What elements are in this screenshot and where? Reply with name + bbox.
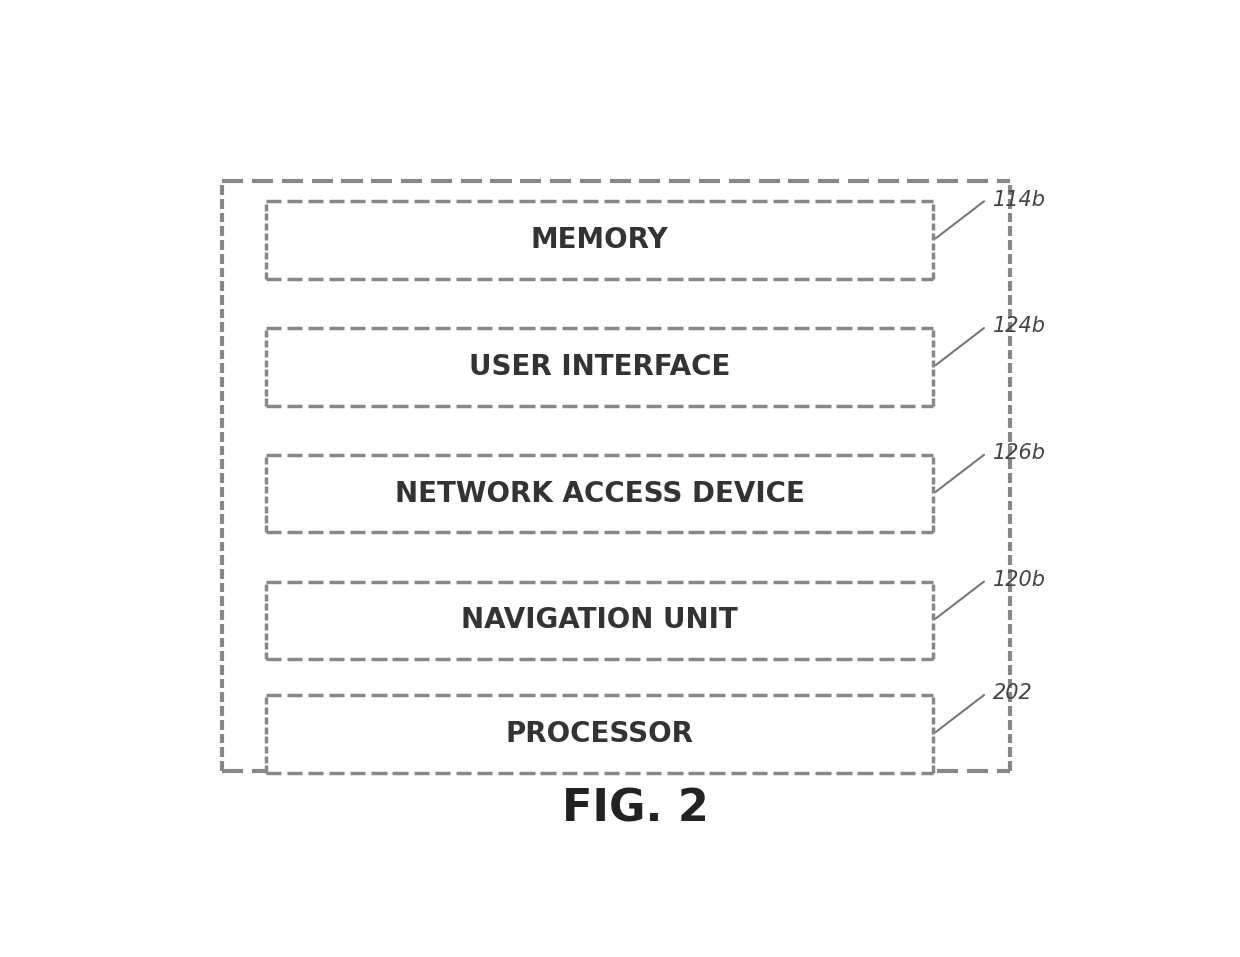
Text: MEMORY: MEMORY: [531, 226, 668, 255]
Text: 114b: 114b: [993, 189, 1047, 210]
Bar: [265, 201, 934, 278]
Text: NAVIGATION UNIT: NAVIGATION UNIT: [461, 607, 738, 634]
Bar: [265, 582, 934, 659]
Bar: [265, 695, 934, 772]
Text: 120b: 120b: [993, 569, 1047, 590]
Bar: [265, 455, 934, 532]
Bar: [265, 328, 934, 406]
Text: USER INTERFACE: USER INTERFACE: [469, 353, 730, 381]
Text: NETWORK ACCESS DEVICE: NETWORK ACCESS DEVICE: [394, 479, 805, 507]
Text: 202: 202: [993, 683, 1033, 703]
Text: 126b: 126b: [993, 443, 1047, 463]
Text: 124b: 124b: [993, 317, 1047, 336]
Text: FIG. 2: FIG. 2: [562, 788, 709, 831]
Text: PROCESSOR: PROCESSOR: [506, 720, 693, 747]
